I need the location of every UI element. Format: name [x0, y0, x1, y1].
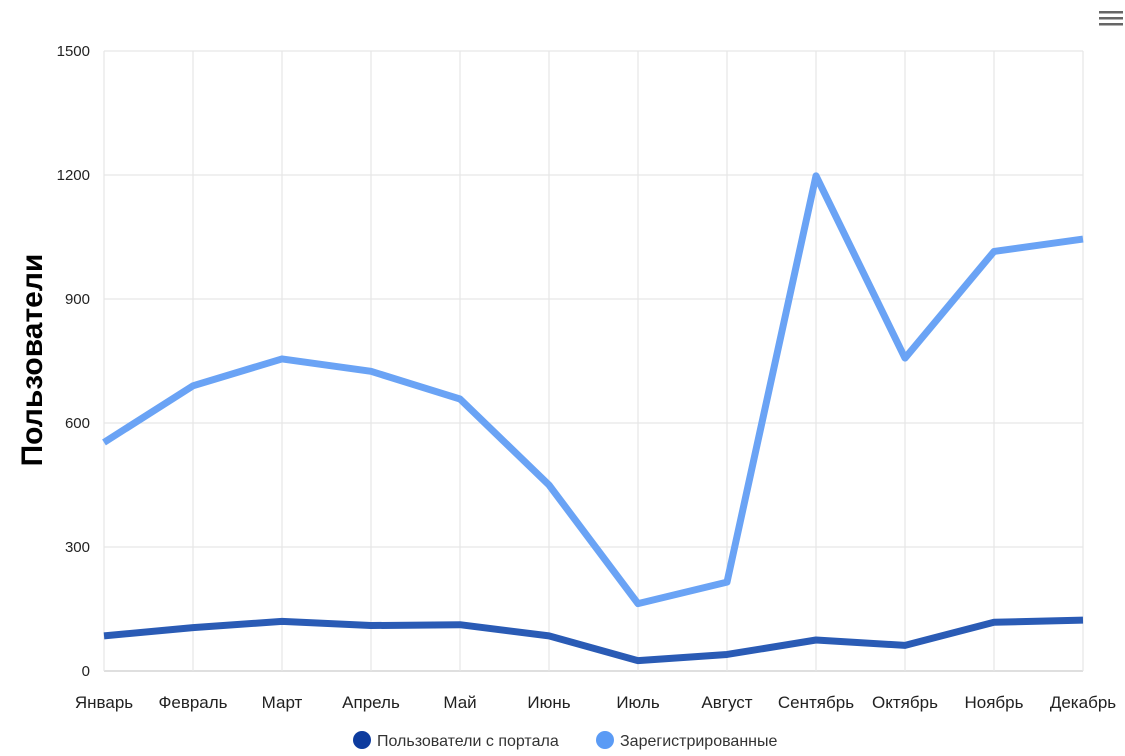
series-line-1: [104, 620, 1083, 661]
y-tick-label: 1500: [57, 43, 90, 60]
x-tick-label: Май: [443, 693, 476, 712]
series-lines: [104, 176, 1083, 661]
x-tick-label: Сентябрь: [778, 693, 854, 712]
y-tick-label: 1200: [57, 167, 90, 184]
legend-label[interactable]: Пользователи с портала: [377, 733, 559, 750]
y-tick-label: 600: [65, 415, 90, 432]
grid: [104, 51, 1083, 671]
x-tick-label: Июль: [616, 693, 660, 712]
x-tick-label: Август: [701, 693, 752, 712]
x-tick-label: Июнь: [527, 693, 570, 712]
y-tick-label: 300: [65, 539, 90, 556]
hamburger-menu-icon: [1099, 11, 1123, 26]
x-tick-label: Декабрь: [1050, 693, 1116, 712]
legend-label[interactable]: Зарегистрированные: [620, 733, 777, 750]
x-axis-ticks: Январь Февраль Март Апрель Май Июнь Июль Август…: [75, 693, 1116, 712]
legend-marker: [596, 731, 614, 749]
legend: Пользователи с портала Зарегистрированные: [353, 731, 777, 750]
y-tick-label: 900: [65, 291, 90, 308]
series-line-2: [104, 176, 1083, 604]
x-tick-label: Февраль: [158, 693, 227, 712]
x-tick-label: Ноябрь: [965, 693, 1024, 712]
chart-menu-button[interactable]: [1095, 5, 1125, 29]
y-axis-label: Пользователи: [16, 254, 49, 467]
legend-marker: [353, 731, 371, 749]
x-tick-label: Октябрь: [872, 693, 938, 712]
x-tick-label: Март: [262, 693, 303, 712]
y-axis-ticks: 0 300 600 900 1200 1500: [57, 43, 90, 680]
y-tick-label: 0: [82, 663, 90, 680]
x-tick-label: Январь: [75, 693, 133, 712]
x-tick-label: Апрель: [342, 693, 400, 712]
